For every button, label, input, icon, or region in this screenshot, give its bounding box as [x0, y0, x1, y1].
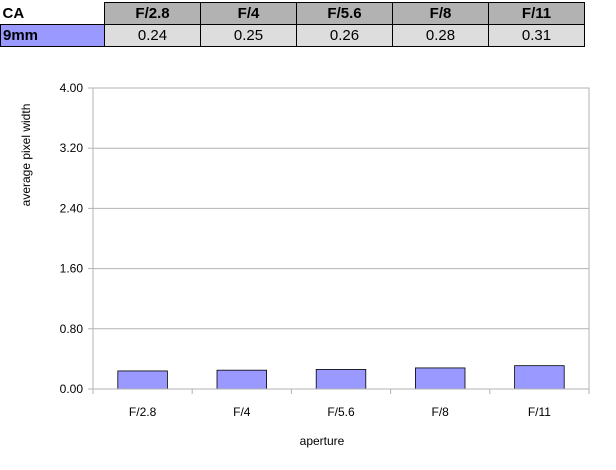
y-tick-labels: 0.00 0.80 1.60 2.40 3.20 4.00: [60, 81, 84, 396]
value-cell: 0.24: [104, 24, 201, 47]
bar: [216, 369, 267, 390]
bar: [315, 369, 367, 390]
x-tick-label: F/11: [528, 405, 551, 419]
value-cell: 0.25: [200, 24, 297, 47]
bars: [117, 365, 565, 390]
bar: [414, 367, 466, 390]
x-axis-label: aperture: [300, 434, 345, 448]
plot-frame: [92, 87, 590, 390]
table-title: CA: [0, 2, 105, 25]
ca-table: CA F/2.8 F/4 F/5.6 F/8 F/11 9mm 0.24 0.2…: [0, 2, 585, 47]
x-tick-labels: F/2.8 F/4 F/5.6 F/8 F/11: [129, 405, 551, 419]
y-tick-label: 0.80: [60, 322, 84, 336]
bar: [117, 370, 168, 390]
gridlines: [88, 87, 589, 390]
row-label: 9mm: [0, 24, 105, 47]
value-cell: 0.31: [488, 24, 585, 47]
y-tick-label: 3.20: [60, 141, 84, 155]
table-header-row: CA F/2.8 F/4 F/5.6 F/8 F/11: [0, 2, 585, 25]
value-cell: 0.28: [392, 24, 489, 47]
value-cell: 0.26: [296, 24, 393, 47]
header-cell: F/11: [488, 2, 585, 25]
x-tick-label: F/5.6: [327, 405, 355, 419]
table-row: 9mm 0.24 0.25 0.26 0.28 0.31: [0, 24, 585, 47]
header-cell: F/5.6: [296, 2, 393, 25]
bar: [514, 365, 565, 390]
header-cell: F/4: [200, 2, 297, 25]
axes: [92, 87, 590, 394]
y-tick-label: 2.40: [60, 201, 84, 215]
y-tick-label: 1.60: [60, 262, 84, 276]
x-tick-label: F/2.8: [129, 405, 157, 419]
y-tick-label: 0.00: [60, 382, 84, 396]
x-tick-label: F/4: [233, 405, 251, 419]
y-tick-label: 4.00: [60, 81, 84, 95]
y-axis-label: average pixel width: [19, 104, 33, 207]
x-tick-label: F/8: [432, 405, 450, 419]
header-cell: F/2.8: [104, 2, 201, 25]
